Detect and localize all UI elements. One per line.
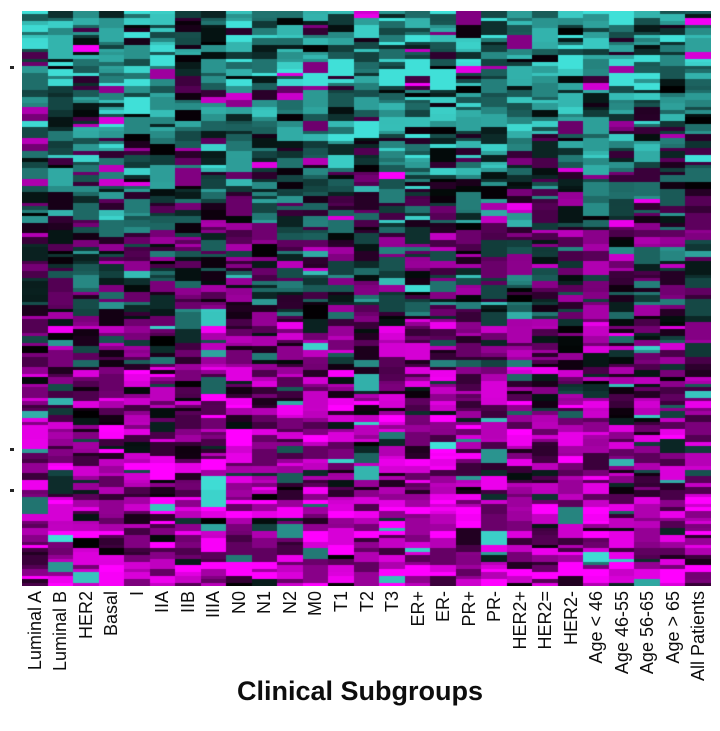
x-axis-label: Age > 65 xyxy=(662,591,683,664)
x-axis-label: I xyxy=(126,591,147,597)
x-axis-label: HER2= xyxy=(535,591,556,650)
x-axis-label: N1 xyxy=(254,591,275,615)
x-axis-label: T3 xyxy=(382,591,403,613)
x-axis-label: IIB xyxy=(177,591,198,614)
y-axis-tick-marker xyxy=(10,447,14,451)
x-axis-label: All Patients xyxy=(688,591,709,682)
x-axis-label: Luminal A xyxy=(24,591,45,671)
x-axis-title: Clinical Subgroups xyxy=(236,676,484,706)
x-axis-label: Age 56-65 xyxy=(637,591,658,675)
x-axis-label: T2 xyxy=(356,591,377,613)
x-axis-label: HER2- xyxy=(560,591,581,646)
x-axis-label: HER2 xyxy=(75,591,96,640)
x-axis-label: IIA xyxy=(152,591,173,614)
x-axis-label: Age 46-55 xyxy=(611,591,632,675)
x-axis-label: T1 xyxy=(330,591,351,613)
x-axis-label: Basal xyxy=(101,591,122,637)
heatmap-canvas xyxy=(22,11,711,586)
x-axis-label: Luminal B xyxy=(50,591,71,672)
x-axis-label: N2 xyxy=(279,591,300,615)
y-axis-tick-marker xyxy=(10,65,14,69)
x-axis-label: Age < 46 xyxy=(586,591,607,664)
x-axis-label: ER- xyxy=(433,591,454,622)
x-axis-label: HER2+ xyxy=(509,591,530,650)
x-axis-label: IIIA xyxy=(203,591,224,619)
x-axis-label: PR- xyxy=(484,591,505,622)
x-axis-label: N0 xyxy=(228,591,249,615)
x-axis-label: PR+ xyxy=(458,591,479,627)
y-axis-tick-marker xyxy=(10,489,14,493)
x-axis-label: M0 xyxy=(305,591,326,617)
x-axis-label: ER+ xyxy=(407,591,428,627)
